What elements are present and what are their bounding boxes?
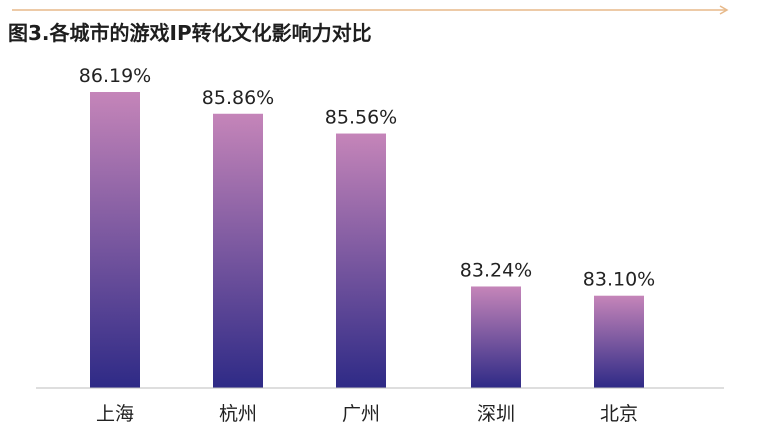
bar-4: [594, 295, 644, 388]
category-label-2: 广州: [342, 403, 380, 425]
chart-title: 图3.各城市的游戏IP转化文化影响力对比: [8, 21, 372, 45]
bar-0: [90, 92, 140, 388]
category-label-3: 深圳: [477, 403, 515, 425]
accent-arrow-icon: [719, 5, 729, 15]
value-label-0: 86.19%: [79, 65, 151, 87]
bars-group: [90, 92, 644, 389]
category-label-1: 杭州: [219, 403, 257, 425]
value-label-1: 85.86%: [202, 87, 274, 109]
bar-2: [336, 133, 386, 388]
category-label-4: 北京: [600, 403, 638, 425]
category-label-0: 上海: [96, 403, 134, 425]
bar-1: [213, 113, 263, 389]
value-label-2: 85.56%: [325, 107, 397, 129]
value-label-4: 83.10%: [583, 269, 655, 291]
value-labels-group: 86.19% 85.86% 85.56% 83.24% 83.10%: [79, 65, 655, 291]
category-labels-group: 上海 杭州 广州 深圳 北京: [96, 403, 638, 425]
bar-3: [471, 286, 521, 388]
value-label-3: 83.24%: [460, 259, 532, 281]
